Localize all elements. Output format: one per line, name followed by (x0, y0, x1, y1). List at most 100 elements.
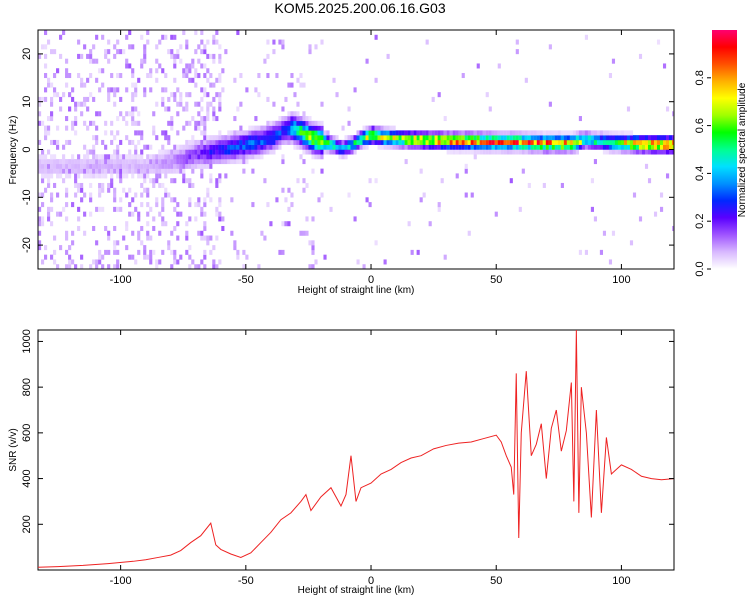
spectrogram-cell (155, 202, 159, 208)
spectrogram-cell (50, 116, 54, 122)
spectrogram-cell (71, 163, 75, 169)
spectrogram-cell (44, 30, 48, 36)
spectrogram-cell (185, 235, 189, 241)
spectrogram-cell (299, 130, 303, 136)
spectrogram-cell (440, 135, 444, 141)
spectrogram-cell (230, 135, 234, 141)
spectrogram-cell (218, 173, 222, 179)
spectrogram-cell (635, 135, 640, 141)
spectrogram-cell (98, 154, 102, 160)
spectrogram-cell (122, 116, 126, 122)
spectrogram-cell (77, 101, 81, 107)
spectrogram-cell (572, 139, 576, 145)
spectrogram-cell (164, 168, 168, 174)
spectrogram-cell (155, 58, 159, 64)
spectrogram-cell (320, 101, 324, 107)
spectrogram-cell (128, 44, 132, 50)
spectrogram-cell (428, 135, 432, 141)
spectrogram-cell (101, 264, 105, 269)
spectrogram-cell (143, 144, 147, 150)
spectrogram-cell (638, 135, 643, 141)
spectrogram-cell (335, 149, 339, 155)
colorbar-tick-label: 0.6 (694, 118, 706, 133)
spectrogram-cell (236, 254, 240, 260)
spectrogram-cell (203, 235, 207, 241)
spectrogram-cell (509, 149, 513, 155)
spectrogram-cell (230, 130, 234, 136)
spectrogram-cell (533, 144, 537, 150)
spectrogram-cell (161, 34, 165, 40)
spectrogram-cell (38, 206, 42, 212)
spectrogram-cell (386, 139, 390, 145)
spectrogram-cell (479, 130, 483, 136)
spectrogram-cell (602, 230, 607, 236)
spectrogram-cell (341, 149, 345, 155)
spectrogram-cell (89, 211, 93, 217)
spectrogram-cell (251, 139, 255, 145)
spectrogram-cell (107, 92, 111, 98)
spectrogram-cell (287, 139, 291, 145)
spectrogram-cell (86, 53, 90, 59)
spectrogram-cell (254, 125, 258, 131)
spectrogram-cell (182, 68, 186, 74)
spectrogram-cell (590, 144, 594, 150)
spectrogram-cell (419, 144, 423, 150)
spectrogram-cell (206, 192, 210, 198)
spectrogram-cell (485, 149, 489, 155)
spectrogram-cell (170, 264, 174, 269)
spectrogram-cell (215, 178, 219, 184)
spectrogram-cell (116, 116, 120, 122)
spectrogram-cell (137, 159, 141, 165)
spectrogram-cell (44, 96, 48, 102)
spectrogram-cell (608, 135, 613, 141)
spectrogram-cell (458, 130, 462, 136)
spectrogram-cell (323, 149, 327, 155)
spectrogram-cell (245, 154, 249, 160)
spectrogram-cell (587, 144, 591, 150)
spectrogram-cell (659, 135, 664, 141)
spectrogram-cell (233, 159, 237, 165)
spectrogram-cell (380, 125, 384, 131)
spectrogram-cell (161, 149, 165, 155)
spectrogram-cell (38, 216, 42, 222)
spectrogram-cell (107, 249, 111, 255)
spectrogram-cell (302, 139, 306, 145)
spectrogram-cell (110, 130, 114, 136)
spectrogram-cell (101, 187, 105, 193)
spectrogram-cell (164, 135, 168, 141)
spectrogram-cell (245, 144, 249, 150)
spectrogram-cell (107, 96, 111, 102)
spectrogram-cell (521, 168, 525, 174)
spectrogram-cell (353, 149, 357, 155)
spectrogram-cell (350, 135, 354, 141)
spectrogram-cell (212, 111, 216, 117)
spectrogram-cell (302, 130, 306, 136)
spectrogram-cell (125, 159, 129, 165)
spectrogram-cell (371, 135, 375, 141)
spectrogram-cell (188, 178, 192, 184)
spectrogram-cell (320, 139, 324, 145)
spectrogram-cell (170, 178, 174, 184)
spectrogram-cell (194, 202, 198, 208)
spectrogram-cell (71, 240, 75, 246)
x-tick-label: 100 (612, 575, 630, 587)
spectrogram-cell (131, 163, 135, 169)
spectrogram-cell (140, 240, 144, 246)
spectrogram-cell (599, 135, 604, 141)
spectrogram-cell (230, 230, 234, 236)
spectrogram-cell (59, 53, 63, 59)
spectrogram-cell (497, 149, 501, 155)
spectrogram-cell (47, 173, 51, 179)
spectrogram-cell (206, 235, 210, 241)
spectrogram-cell (53, 163, 57, 169)
spectrogram-cell (557, 139, 561, 145)
spectrogram-cell (647, 144, 652, 150)
spectrogram-cell (206, 68, 210, 74)
spectrogram-cell (125, 245, 129, 251)
spectrogram-cell (170, 116, 174, 122)
x-tick-label: 50 (490, 575, 502, 587)
spectrogram-cell (260, 144, 264, 150)
spectrogram-cell (137, 211, 141, 217)
spectrogram-cell (155, 77, 159, 83)
spectrogram-cell (167, 168, 171, 174)
